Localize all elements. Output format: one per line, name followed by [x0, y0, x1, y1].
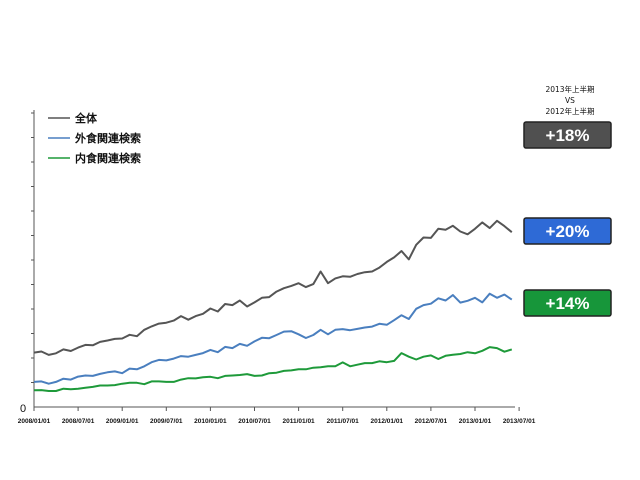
x-tick-label: 2009/07/01: [150, 418, 183, 425]
legend-label-home-cooking: 内食関連検索: [75, 151, 141, 165]
comparison-line-2: VS: [565, 96, 575, 105]
badge-eating-out-label: +20%: [546, 222, 590, 241]
x-tick-label: 2009/01/01: [106, 418, 139, 425]
legend-entry-home-cooking: 内食関連検索: [48, 151, 141, 165]
x-tick-label: 2008/01/01: [18, 418, 51, 425]
x-tick-label: 2008/07/01: [62, 418, 95, 425]
x-tick-label: 2012/01/01: [371, 418, 404, 425]
series-line-home-cooking: [33, 346, 513, 392]
badge-eating-out-box: [523, 217, 612, 245]
x-tick-label: 2011/07/01: [327, 418, 360, 425]
x-tick-label: 2013/01/01: [459, 418, 492, 425]
series-line-eating-out: [33, 292, 513, 385]
badge-eating-out: +20%: [523, 217, 612, 245]
badge-home-cooking-box: [523, 289, 612, 317]
badge-home-cooking-label: +14%: [546, 294, 590, 313]
x-ticks: 2008/01/01 2008/07/01 2009/01/01 2009/07/01…: [18, 407, 536, 425]
comparison-caption: 2013年上半期 VS 2012年上半期: [545, 84, 594, 116]
legend: 全体 外食関連検索 内食関連検索: [48, 111, 141, 165]
x-tick-label: 2012/07/01: [415, 418, 448, 425]
legend-entry-total: 全体: [48, 111, 98, 125]
x-tick-label: 2010/01/01: [194, 418, 227, 425]
legend-entry-eating-out: 外食関連検索: [48, 131, 141, 145]
comparison-line-1: 2013年上半期: [545, 84, 594, 94]
series-lines: [33, 219, 513, 392]
y-zero-label: 0: [20, 403, 26, 415]
legend-label-eating-out: 外食関連検索: [74, 131, 141, 145]
x-tick-label: 2011/01/01: [283, 418, 316, 425]
badge-total-label: +18%: [546, 126, 590, 145]
x-tick-label: 2013/07/01: [503, 418, 536, 425]
y-ticks: [31, 112, 34, 383]
legend-label-total: 全体: [74, 111, 98, 125]
badge-total: +18%: [523, 121, 612, 149]
badge-total-box: [523, 121, 612, 149]
x-tick-label: 2010/07/01: [238, 418, 271, 425]
badge-home-cooking: +14%: [523, 289, 612, 317]
series-line-total: [33, 219, 513, 356]
comparison-line-3: 2012年上半期: [545, 106, 594, 116]
